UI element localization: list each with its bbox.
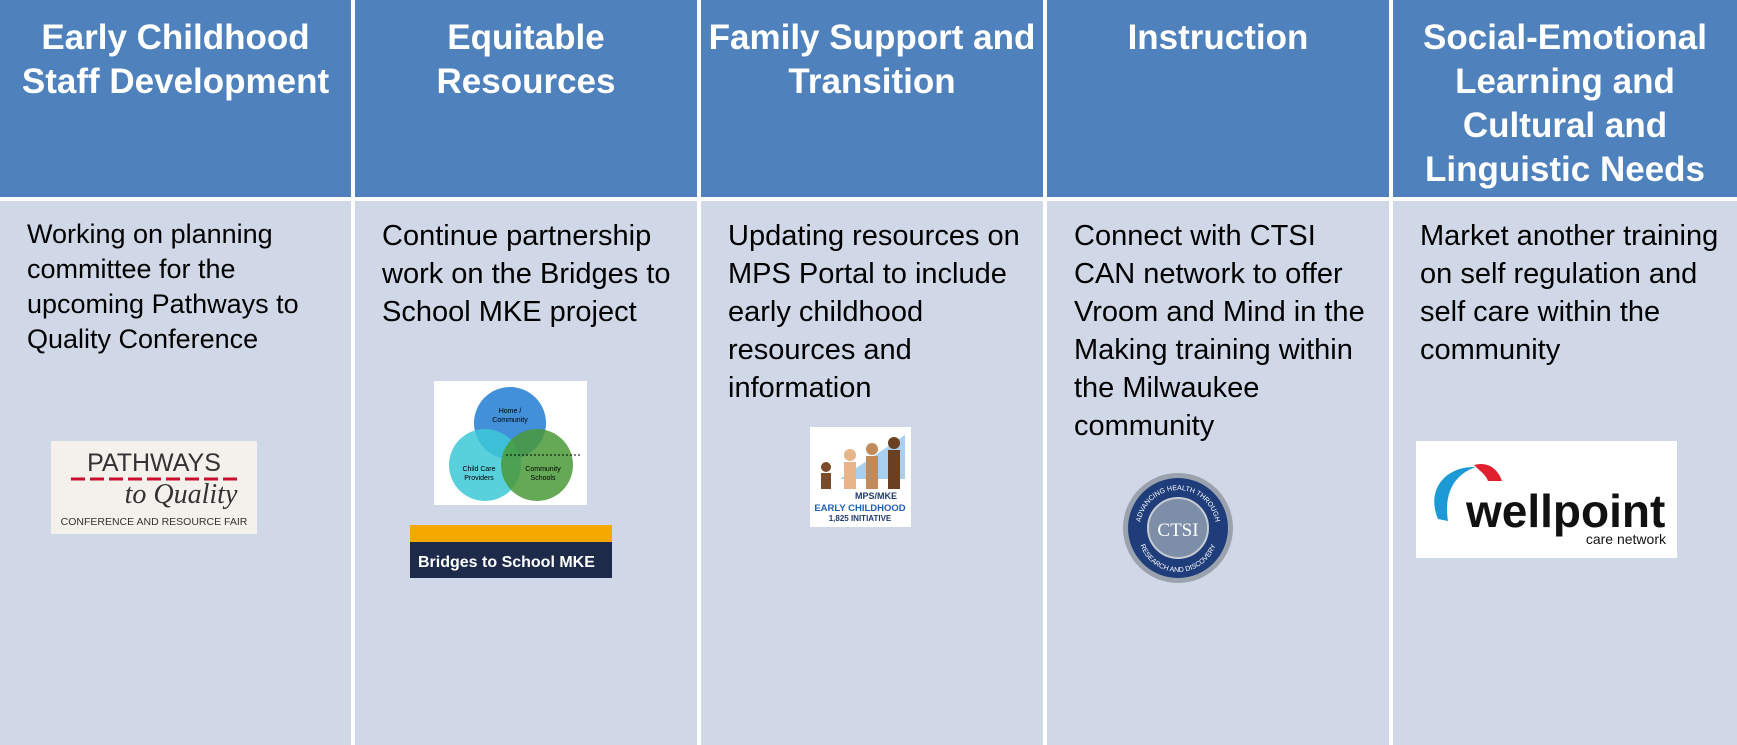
logo-text: wellpoint bbox=[1465, 485, 1665, 537]
venn-logo: Home / Community Child Care Providers Co… bbox=[434, 381, 587, 505]
ctsi-logo: CTSI ADVANCING HEALTH THROUGH RESEARCH A… bbox=[1123, 473, 1233, 583]
column-header: Social-Emotional Learning and Cultural a… bbox=[1393, 0, 1737, 197]
logo-text: PATHWAYS bbox=[87, 449, 221, 477]
bridges-logo: Bridges to School MKE bbox=[410, 525, 612, 578]
column-header: Instruction bbox=[1047, 0, 1389, 197]
logo-text: MPS/MKE bbox=[855, 491, 897, 501]
logo-text: CTSI bbox=[1157, 520, 1198, 541]
column-header: Equitable Resources bbox=[355, 0, 697, 197]
pathways-logo: PATHWAYS to Quality CONFERENCE AND RESOU… bbox=[51, 441, 257, 534]
column-text: Connect with CTSI CAN network to offer V… bbox=[1047, 201, 1389, 745]
logo-text: Schools bbox=[531, 475, 556, 482]
logo-text: 1,825 INITIATIVE bbox=[829, 514, 892, 523]
mps-logo: MPS/MKE EARLY CHILDHOOD 1,825 INITIATIVE bbox=[810, 427, 911, 527]
logo-text: Providers bbox=[464, 475, 494, 482]
logo-text: Community bbox=[492, 417, 528, 424]
logo-text: Child Care bbox=[462, 466, 495, 473]
logo-text: care network bbox=[1586, 531, 1667, 547]
logo-text: EARLY CHILDHOOD bbox=[814, 503, 905, 514]
logo-text: Bridges to School MKE bbox=[418, 554, 595, 571]
logo-text: to Quality bbox=[125, 479, 238, 510]
column-text: Working on planning committee for the up… bbox=[0, 201, 351, 745]
logo-text: CONFERENCE AND RESOURCE FAIR bbox=[61, 516, 248, 528]
logo-text: Community bbox=[525, 466, 561, 473]
column-header: Family Support and Transition bbox=[701, 0, 1043, 197]
logo-text: Home / bbox=[499, 408, 522, 415]
wellpoint-logo: wellpoint care network bbox=[1416, 441, 1677, 558]
column-header: Early Childhood Staff Development bbox=[0, 0, 351, 197]
